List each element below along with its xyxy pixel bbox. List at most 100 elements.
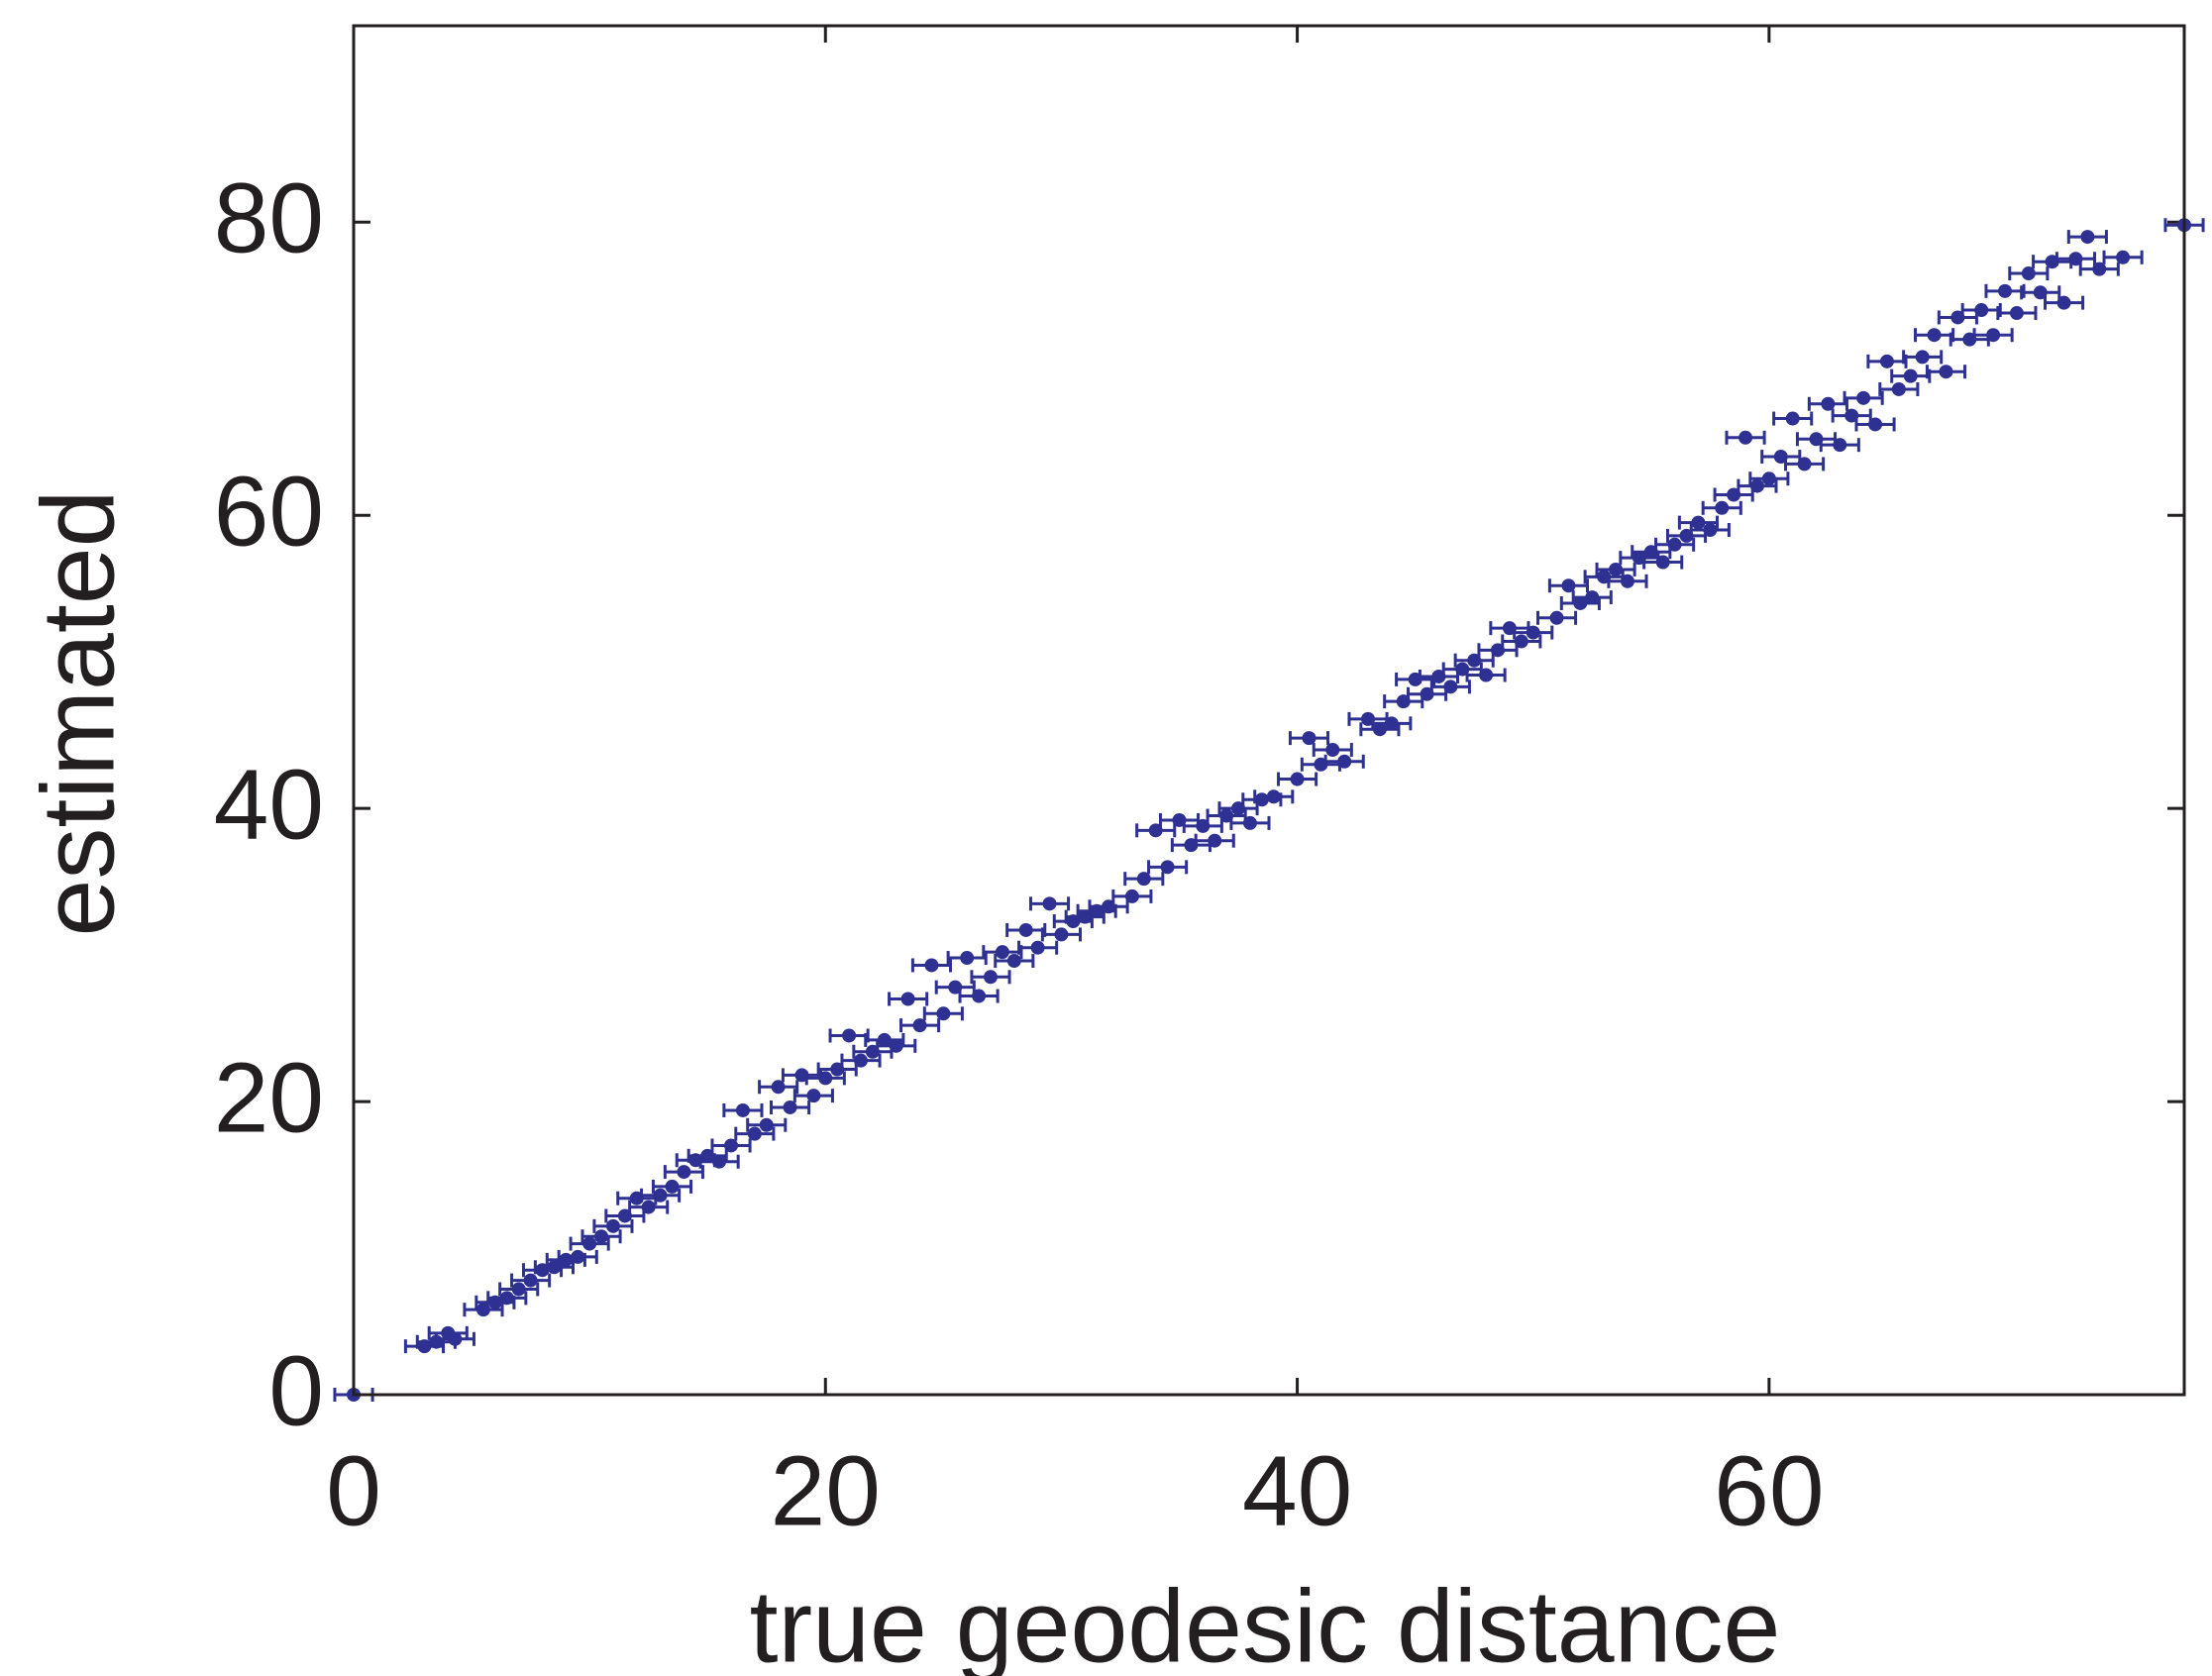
point bbox=[1879, 354, 1894, 368]
plot-frame bbox=[352, 24, 2186, 1397]
point bbox=[641, 1200, 656, 1214]
y-tick-label: 20 bbox=[214, 1042, 324, 1153]
point bbox=[1667, 537, 1682, 552]
point bbox=[1974, 303, 1989, 318]
point bbox=[783, 1100, 797, 1114]
point bbox=[582, 1236, 597, 1251]
point bbox=[771, 1080, 786, 1095]
point bbox=[559, 1252, 574, 1267]
point bbox=[1998, 283, 2013, 298]
point bbox=[912, 1018, 927, 1033]
point bbox=[1479, 668, 1494, 682]
point bbox=[594, 1229, 609, 1244]
y-axis-label: estimated bbox=[21, 490, 136, 937]
point bbox=[475, 1303, 490, 1317]
point bbox=[665, 1179, 680, 1194]
point bbox=[1927, 328, 1942, 343]
x-tick-label: 0 bbox=[326, 1435, 381, 1546]
point bbox=[972, 989, 987, 1003]
x-tick-label: 20 bbox=[771, 1435, 881, 1546]
point bbox=[1655, 555, 1670, 570]
point bbox=[724, 1138, 739, 1153]
point bbox=[677, 1165, 691, 1180]
point bbox=[1856, 390, 1871, 405]
x-tick-label: 40 bbox=[1242, 1435, 1352, 1546]
point bbox=[735, 1102, 750, 1117]
point bbox=[924, 958, 939, 973]
point bbox=[605, 1218, 620, 1233]
point bbox=[2056, 295, 2071, 310]
point bbox=[1006, 954, 1021, 969]
point bbox=[936, 1006, 951, 1021]
point bbox=[712, 1154, 727, 1169]
point bbox=[806, 1089, 821, 1103]
point bbox=[1573, 595, 1588, 610]
point bbox=[1124, 889, 1139, 903]
point bbox=[1242, 815, 1257, 830]
point bbox=[1549, 610, 1564, 625]
point bbox=[2009, 306, 2024, 321]
y-tick-label: 40 bbox=[214, 750, 324, 861]
point bbox=[842, 1028, 857, 1043]
point bbox=[1903, 368, 1918, 383]
point bbox=[523, 1273, 538, 1288]
point bbox=[2116, 250, 2131, 264]
point bbox=[1136, 872, 1151, 887]
point bbox=[2021, 266, 2036, 281]
point bbox=[1691, 515, 1706, 530]
point bbox=[1620, 574, 1634, 588]
point bbox=[1703, 523, 1718, 538]
point bbox=[499, 1291, 514, 1306]
point bbox=[877, 1032, 892, 1047]
point bbox=[1891, 381, 1906, 396]
point bbox=[1372, 722, 1387, 737]
point bbox=[1715, 500, 1730, 515]
point bbox=[889, 1038, 903, 1053]
point bbox=[1609, 562, 1624, 576]
point bbox=[983, 970, 998, 985]
point bbox=[818, 1071, 833, 1086]
point bbox=[1208, 833, 1222, 848]
point bbox=[1821, 396, 1836, 411]
point bbox=[511, 1282, 526, 1297]
x-axis-label: true geodesic distance bbox=[750, 1569, 1781, 1676]
point bbox=[448, 1331, 463, 1346]
point bbox=[1384, 716, 1399, 731]
point bbox=[1254, 792, 1269, 807]
point bbox=[1018, 922, 1033, 937]
point bbox=[1761, 471, 1776, 486]
point bbox=[1337, 754, 1352, 769]
point bbox=[1526, 625, 1540, 640]
point bbox=[1738, 430, 1753, 445]
point bbox=[1266, 789, 1281, 804]
point bbox=[1797, 457, 1812, 471]
y-tick-label: 80 bbox=[214, 163, 324, 274]
point bbox=[1054, 927, 1069, 942]
point bbox=[1915, 350, 1930, 365]
point bbox=[1585, 590, 1600, 605]
point bbox=[1042, 896, 1057, 911]
point bbox=[960, 951, 975, 966]
point bbox=[1833, 438, 1847, 453]
point bbox=[571, 1249, 585, 1264]
point bbox=[2092, 262, 2107, 276]
point bbox=[854, 1053, 869, 1068]
point bbox=[2080, 230, 2095, 245]
point bbox=[1514, 634, 1528, 649]
point bbox=[653, 1188, 668, 1203]
point bbox=[1030, 940, 1045, 955]
point bbox=[995, 945, 1009, 960]
x-tick-label: 60 bbox=[1714, 1435, 1824, 1546]
point bbox=[1160, 860, 1175, 875]
y-tick-label: 0 bbox=[268, 1335, 324, 1446]
point bbox=[747, 1126, 762, 1141]
point bbox=[1561, 578, 1576, 593]
point bbox=[900, 992, 915, 1006]
point bbox=[1302, 731, 1317, 746]
point bbox=[1749, 478, 1764, 493]
point bbox=[1443, 680, 1458, 694]
point bbox=[1986, 328, 2001, 343]
point bbox=[1325, 742, 1340, 757]
